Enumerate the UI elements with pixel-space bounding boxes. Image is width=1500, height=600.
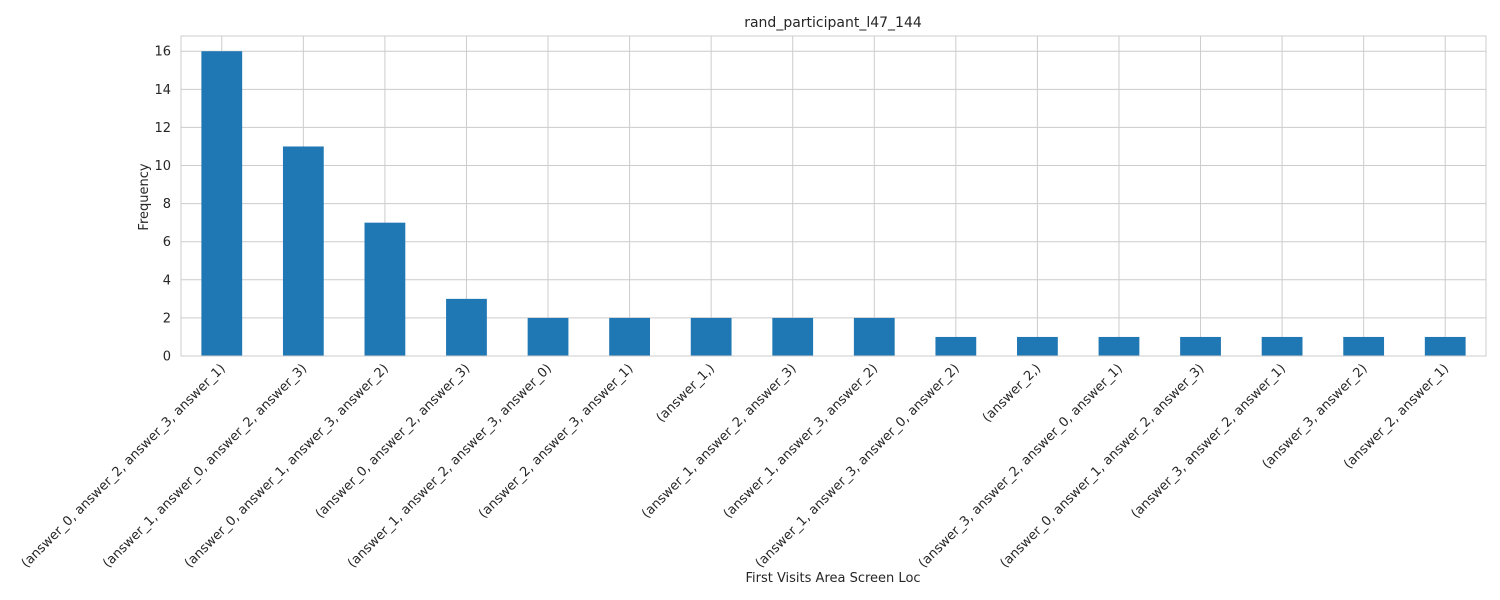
x-axis-ticks: (answer_0, answer_2, answer_3, answer_1)… bbox=[19, 361, 1452, 571]
bar bbox=[935, 336, 977, 356]
bar bbox=[772, 317, 814, 356]
bar bbox=[690, 317, 732, 356]
x-tick-label: (answer_2,) bbox=[980, 361, 1044, 425]
x-tick-label: (answer_1, answer_3, answer_2) bbox=[721, 361, 881, 521]
bar bbox=[1343, 336, 1385, 356]
bar bbox=[446, 298, 487, 356]
bars bbox=[201, 51, 1466, 356]
y-tick-label: 8 bbox=[163, 197, 171, 212]
bar bbox=[1017, 336, 1058, 356]
plot-border bbox=[180, 35, 1487, 357]
bar bbox=[364, 222, 406, 356]
y-tick-label: 12 bbox=[154, 121, 171, 136]
x-tick-label: (answer_2, answer_3, answer_1) bbox=[476, 361, 636, 521]
y-tick-label: 2 bbox=[163, 311, 171, 326]
y-tick-label: 10 bbox=[154, 159, 171, 174]
bar bbox=[1261, 336, 1303, 356]
y-tick-label: 14 bbox=[154, 83, 171, 98]
x-tick-label: (answer_3, answer_2, answer_1) bbox=[1129, 361, 1289, 521]
y-tick-label: 6 bbox=[163, 235, 171, 250]
chart-title: rand_participant_l47_144 bbox=[744, 15, 922, 31]
y-tick-label: 16 bbox=[154, 45, 171, 60]
grid bbox=[181, 36, 1486, 357]
bar bbox=[1098, 336, 1140, 356]
bar bbox=[1180, 336, 1221, 356]
x-tick-label: (answer_1, answer_2, answer_3) bbox=[639, 361, 799, 521]
bar bbox=[201, 51, 243, 356]
bar bbox=[282, 146, 324, 356]
bar bbox=[1424, 336, 1466, 356]
y-axis-ticks: 0 2 4 6 8 10 12 14 16 bbox=[154, 45, 171, 365]
bar bbox=[853, 317, 895, 356]
plot-frame bbox=[180, 35, 1487, 357]
bar bbox=[527, 317, 569, 356]
bar bbox=[609, 317, 650, 356]
x-tick-label: (answer_1,) bbox=[654, 361, 718, 425]
y-axis-title: Frequency bbox=[137, 163, 152, 230]
y-tick-label: 4 bbox=[163, 273, 171, 288]
x-axis-title: First Visits Area Screen Loc bbox=[745, 571, 920, 586]
x-tick-label: (answer_0, answer_2, answer_3) bbox=[313, 361, 473, 521]
y-tick-label: 0 bbox=[163, 350, 171, 365]
